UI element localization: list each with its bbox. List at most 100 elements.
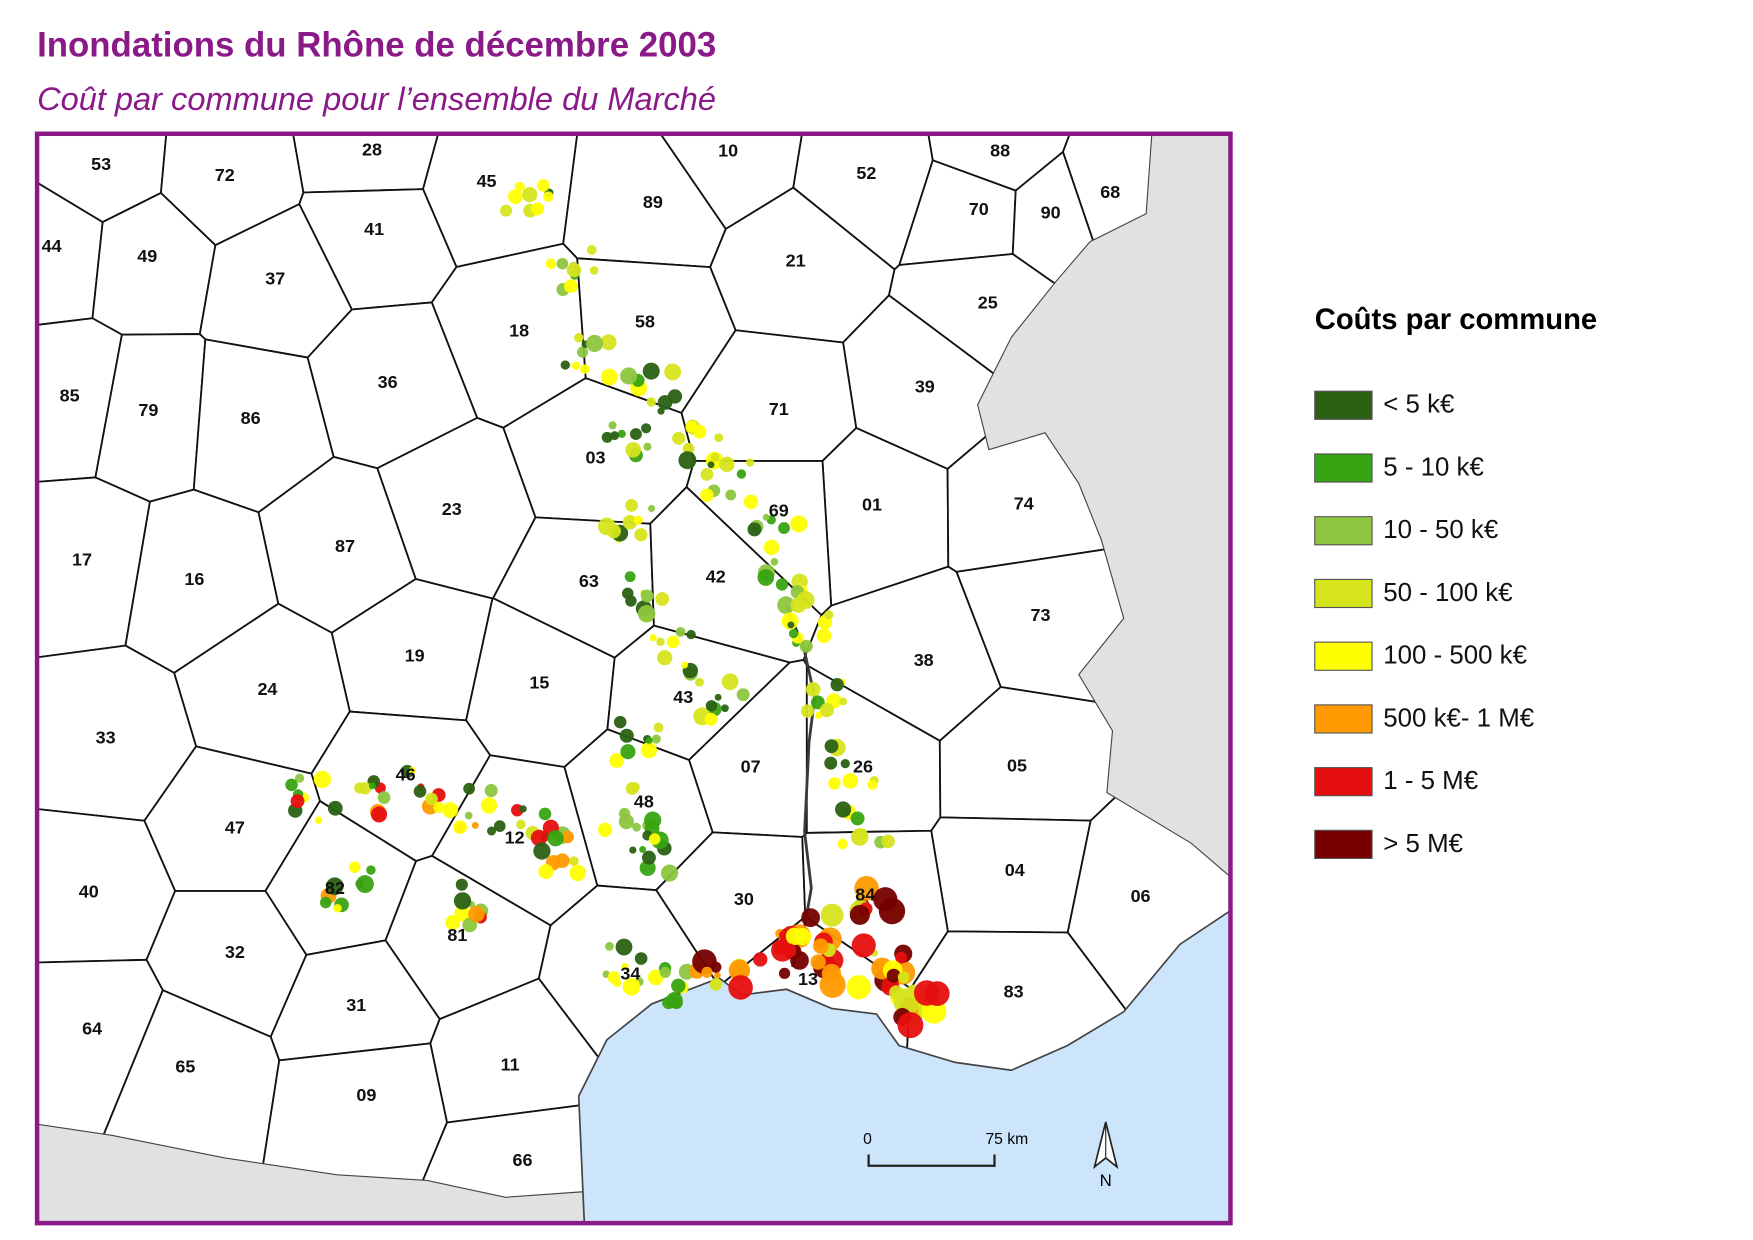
commune-patch: [569, 856, 579, 866]
commune-patch: [661, 864, 679, 882]
commune-costs: [285, 179, 950, 1039]
department-label: 17: [72, 550, 92, 570]
commune-patch: [561, 830, 574, 844]
department-label: 89: [643, 192, 663, 212]
commune-patch: [640, 589, 654, 603]
commune-patch: [790, 597, 807, 613]
department-label: 25: [978, 292, 998, 312]
north-arrow: N: [1093, 1121, 1119, 1190]
commune-patch: [810, 954, 826, 970]
department-labels: 53 72 28 45 10 52 88 68 70 90 89 41 44 4…: [42, 139, 1151, 1170]
department-label: 65: [175, 1057, 195, 1077]
department-label: 37: [265, 269, 285, 289]
department-label: 09: [356, 1085, 376, 1105]
commune-patch: [613, 715, 627, 729]
commune-patch: [571, 361, 581, 370]
sea: [577, 909, 1231, 1224]
commune-patch: [464, 811, 473, 820]
commune-patch: [285, 778, 298, 792]
commune-patch: [893, 988, 920, 1015]
commune-patch: [625, 595, 637, 607]
foreign-country: [37, 1123, 585, 1224]
foreign-country: [977, 133, 1231, 878]
commune-patch: [815, 711, 823, 719]
department-label: 49: [137, 246, 157, 266]
commune-patch: [714, 971, 721, 979]
commune-patch: [701, 966, 713, 978]
commune-patch: [856, 828, 868, 840]
department-label: 40: [79, 881, 99, 901]
map: 53 72 28 45 10 52 88 68 70 90 89 41 44 4…: [37, 133, 1231, 1224]
commune-patch: [886, 968, 901, 983]
commune-patch: [835, 801, 852, 818]
commune-patch: [753, 952, 768, 967]
commune-patch: [576, 346, 589, 358]
department-label: 66: [513, 1150, 533, 1170]
commune-patch: [530, 202, 545, 216]
commune-patch: [842, 773, 859, 789]
commune-patch: [824, 610, 834, 620]
department-label: 04: [1005, 860, 1025, 880]
commune-patch: [454, 905, 471, 922]
commune-patch: [651, 734, 661, 744]
commune-patch: [704, 712, 718, 726]
commune-patch: [762, 513, 770, 521]
commune-patch: [314, 816, 323, 824]
department-label: 72: [215, 165, 235, 185]
department-label: 31: [346, 995, 366, 1015]
commune-patch: [675, 626, 686, 637]
commune-patch: [781, 943, 797, 959]
commune-patch: [522, 187, 538, 203]
commune-patch: [574, 332, 584, 343]
commune-patch: [721, 704, 729, 713]
commune-patch: [787, 621, 795, 629]
commune-patch: [514, 181, 525, 192]
commune-patch: [569, 864, 586, 882]
department-label: 71: [769, 399, 789, 419]
department-label: 86: [241, 408, 261, 428]
commune-patch: [601, 431, 613, 443]
commune-patch: [484, 784, 498, 798]
commune-patch: [290, 794, 305, 809]
department-label: 26: [853, 757, 873, 777]
legend-swatch: [1314, 390, 1373, 420]
department-label: 47: [225, 817, 245, 837]
commune-patch: [500, 204, 513, 217]
department-label: 69: [769, 500, 789, 520]
commune-patch: [657, 650, 673, 666]
commune-patch: [659, 966, 671, 979]
commune-patch: [629, 428, 642, 441]
department-label: 36: [378, 372, 398, 392]
department-label: 73: [1031, 605, 1051, 625]
department-label: 28: [362, 139, 382, 159]
commune-patch: [639, 845, 647, 853]
commune-patch: [455, 878, 468, 891]
scale-bar: 0 75 km: [863, 1131, 1028, 1167]
commune-patch: [799, 639, 813, 653]
commune-patch: [621, 963, 629, 971]
commune-patch: [333, 903, 342, 913]
commune-patch: [692, 424, 707, 439]
department-label: 85: [60, 386, 80, 406]
commune-patch: [645, 737, 653, 744]
commune-patch: [600, 368, 618, 386]
commune-patch: [648, 833, 661, 845]
commune-patch: [313, 770, 331, 789]
commune-patch: [445, 915, 461, 930]
legend-swatch: [1314, 767, 1373, 797]
commune-patch: [705, 700, 718, 712]
legend-label: > 5 M€: [1383, 830, 1463, 858]
commune-patch: [854, 875, 879, 901]
commune-patch: [508, 189, 523, 205]
scale-label: 0: [863, 1131, 872, 1148]
legend-label: 10 - 50 k€: [1383, 516, 1498, 544]
department-label: 64: [82, 1019, 102, 1039]
legend-label: 500 k€- 1 M€: [1383, 704, 1534, 732]
commune-patch: [600, 334, 617, 351]
commune-patch: [619, 728, 634, 743]
department-label: 11: [501, 1054, 520, 1074]
legend-label: 1 - 5 M€: [1383, 767, 1478, 795]
commune-patch: [648, 504, 656, 512]
department-label: 32: [225, 942, 245, 962]
commune-patch: [850, 811, 865, 826]
